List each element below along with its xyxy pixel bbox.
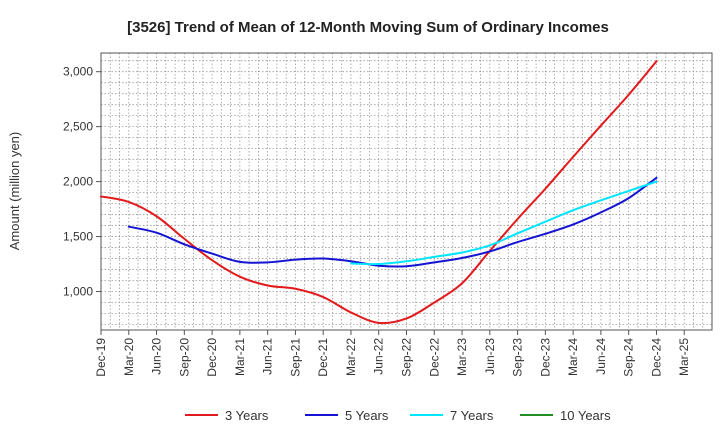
x-tick-label: Sep-24 — [622, 338, 636, 377]
grid-layer — [101, 53, 712, 330]
x-tick-label: Sep-21 — [288, 338, 302, 377]
series-line-7-years — [349, 180, 658, 266]
y-tick-label: 2,000 — [63, 175, 93, 189]
y-tick-label: 1,000 — [63, 285, 93, 299]
x-tick-label: Mar-23 — [455, 338, 469, 376]
y-tick-label: 2,500 — [63, 120, 93, 134]
x-tick-label: Mar-20 — [122, 338, 136, 376]
series-layer — [100, 60, 658, 325]
x-tick-label: Dec-19 — [94, 338, 108, 377]
x-tick-label: Dec-23 — [538, 338, 552, 377]
x-tick-label: Jun-20 — [150, 338, 164, 375]
x-tick-label: Mar-21 — [233, 338, 247, 376]
x-tick-label: Sep-20 — [177, 338, 191, 377]
x-tick-label: Dec-24 — [649, 338, 663, 377]
chart-title: [3526] Trend of Mean of 12-Month Moving … — [127, 19, 609, 36]
x-tick-label: Sep-22 — [400, 338, 414, 377]
series-line-3-years — [100, 60, 658, 325]
x-tick-label: Mar-25 — [677, 338, 691, 376]
x-tick-label: Dec-20 — [205, 338, 219, 377]
x-tick-label: Jun-22 — [372, 338, 386, 375]
x-tick-label: Mar-24 — [566, 338, 580, 376]
x-tick-label: Jun-23 — [483, 338, 497, 375]
x-tick-label: Sep-23 — [511, 338, 525, 377]
axes-layer: 1,000 1,500 2,000 2,500 3,000 Dec-19 Mar-20 Jun… — [63, 52, 713, 377]
x-tick-label: Jun-21 — [261, 338, 275, 375]
y-tick-label: 1,500 — [63, 230, 93, 244]
legend-label-5-years: 5 Years — [345, 408, 389, 423]
legend-label-10-years: 10 Years — [560, 408, 611, 423]
legend-label-7-years: 7 Years — [450, 408, 494, 423]
x-tick-label: Dec-22 — [427, 338, 441, 377]
legend: 3 Years 5 Years 7 Years 10 Years — [185, 408, 611, 423]
x-tick-label: Dec-21 — [316, 338, 330, 377]
legend-label-3-years: 3 Years — [225, 408, 269, 423]
x-tick-label: Jun-24 — [594, 338, 608, 375]
series-line-5-years — [127, 176, 658, 268]
y-tick-label: 3,000 — [63, 65, 93, 79]
x-tick-label: Mar-22 — [344, 338, 358, 376]
y-axis-label: Amount (million yen) — [7, 132, 22, 251]
